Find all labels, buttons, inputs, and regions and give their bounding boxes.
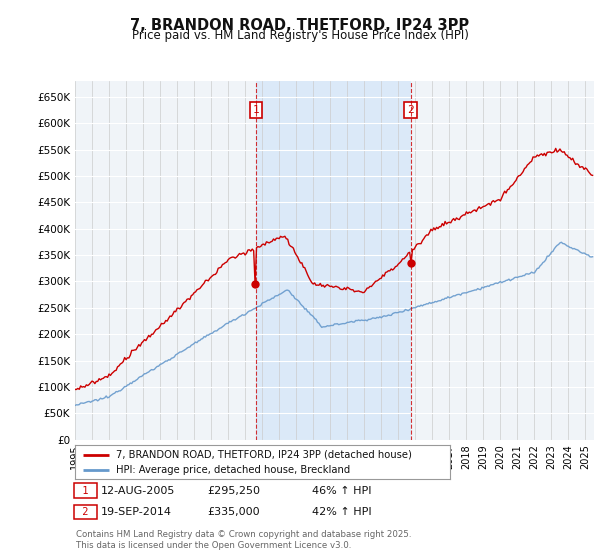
Text: 7, BRANDON ROAD, THETFORD, IP24 3PP: 7, BRANDON ROAD, THETFORD, IP24 3PP	[130, 18, 470, 33]
Text: 1: 1	[76, 486, 95, 496]
Bar	[256, 81, 410, 440]
Text: 46% ↑ HPI: 46% ↑ HPI	[312, 486, 371, 496]
Text: 19-SEP-2014: 19-SEP-2014	[101, 507, 172, 517]
Text: £295,250: £295,250	[207, 486, 260, 496]
Text: Contains HM Land Registry data © Crown copyright and database right 2025.
This d: Contains HM Land Registry data © Crown c…	[76, 530, 412, 550]
Text: 2: 2	[76, 507, 95, 517]
Text: 7, BRANDON ROAD, THETFORD, IP24 3PP (detached house): 7, BRANDON ROAD, THETFORD, IP24 3PP (det…	[116, 450, 412, 460]
Text: 2: 2	[407, 105, 414, 115]
Text: Price paid vs. HM Land Registry's House Price Index (HPI): Price paid vs. HM Land Registry's House …	[131, 29, 469, 42]
Text: 12-AUG-2005: 12-AUG-2005	[101, 486, 175, 496]
Text: £335,000: £335,000	[207, 507, 260, 517]
Text: 1: 1	[253, 105, 259, 115]
Text: 42% ↑ HPI: 42% ↑ HPI	[312, 507, 371, 517]
Text: HPI: Average price, detached house, Breckland: HPI: Average price, detached house, Brec…	[116, 465, 350, 475]
